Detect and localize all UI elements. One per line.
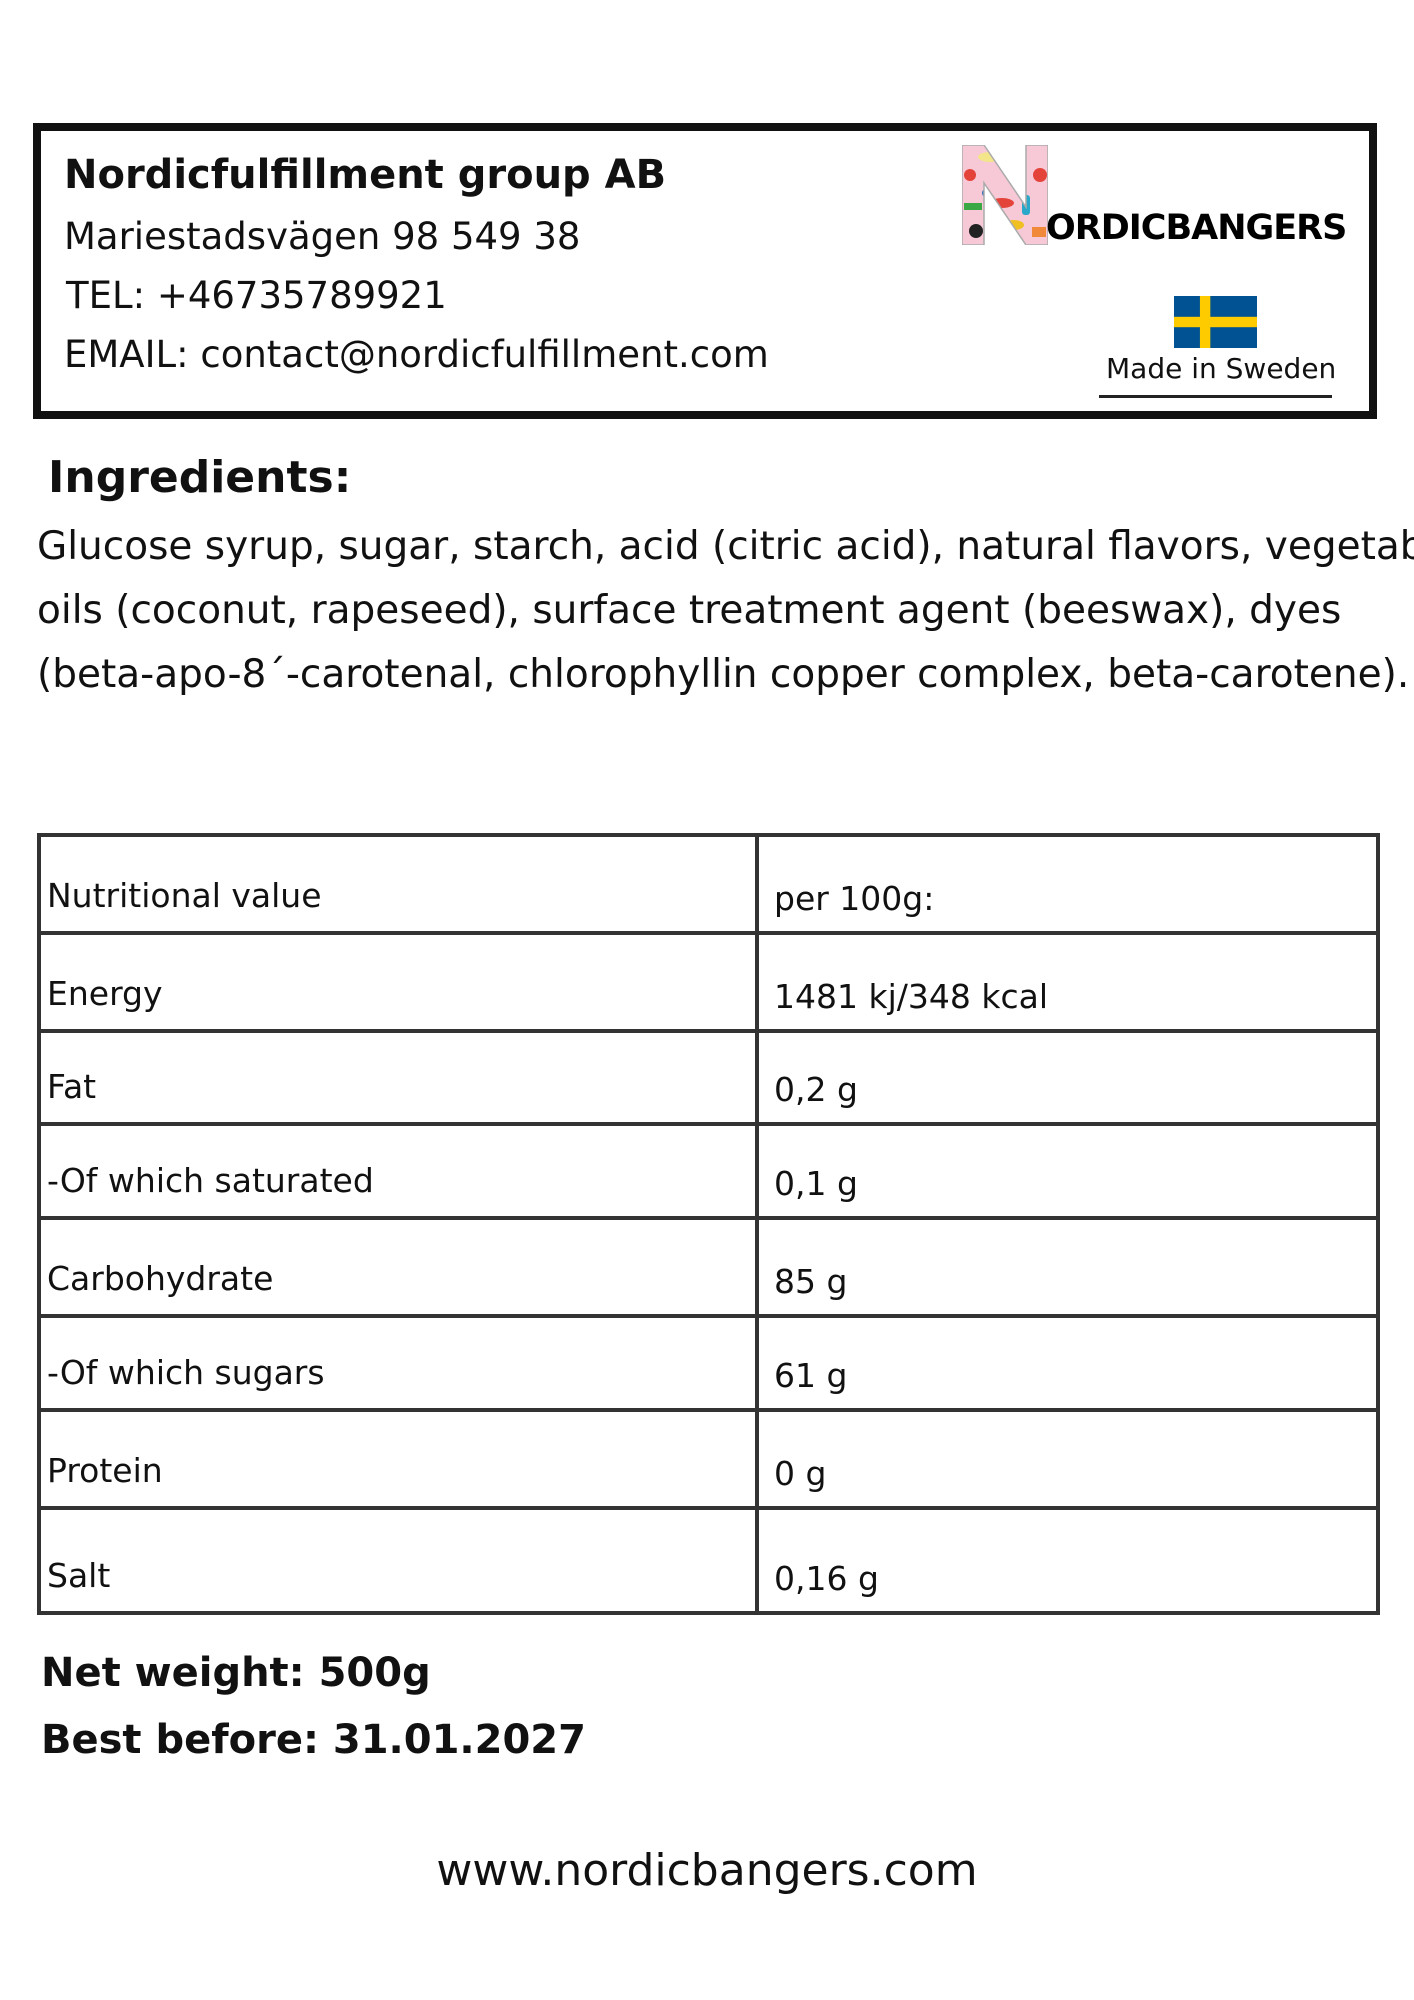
table-column-divider [37,833,41,1615]
nutrient-value: 1481 kj/348 kcal [774,977,1048,1016]
nutrient-value: 0,2 g [774,1070,858,1109]
nutrient-value: 0,16 g [774,1559,879,1598]
ingredients-line: Glucose syrup, sugar, starch, acid (citr… [37,524,1414,569]
ingredients-line: oils (coconut, rapeseed), surface treatm… [37,588,1342,633]
table-row-divider [37,1506,1380,1510]
company-address: Mariestadsvägen 98 549 38 [64,215,581,258]
company-phone: TEL: +46735789921 [66,274,447,317]
table-row-divider [37,1029,1380,1033]
nutrient-value: 0 g [774,1454,827,1493]
best-before: Best before: 31.01.2027 [41,1717,586,1763]
sweden-flag-icon [1174,296,1257,348]
nutrient-value: per 100g: [774,879,935,918]
nutrient-label: Energy [47,974,163,1013]
made-in-sweden-label: Made in Sweden [1106,352,1337,385]
table-row-divider [37,931,1380,935]
table-column-divider [1376,833,1380,1615]
nutrient-label: Carbohydrate [47,1259,274,1298]
net-weight: Net weight: 500g [41,1650,431,1696]
ingredients-text: Glucose syrup, sugar, starch, acid (citr… [37,515,1414,707]
table-row-divider [37,1122,1380,1126]
nutrient-label: -Of which saturated [47,1161,374,1200]
nutrient-value: 61 g [774,1356,848,1395]
nutrient-label: Nutritional value [47,876,322,915]
table-row-divider [37,1408,1380,1412]
ingredients-line: (beta-apo-8´-carotenal, chlorophyllin co… [37,652,1410,697]
nutrient-label: Fat [47,1067,97,1106]
nutrient-value: 0,1 g [774,1164,858,1203]
nutrient-label: Protein [47,1451,163,1490]
table-column-divider [755,833,759,1615]
company-email: EMAIL: contact@nordicfulfillment.com [64,333,769,376]
company-info-box [33,123,1377,419]
table-row-divider [37,833,1380,837]
table-row-divider [37,1216,1380,1220]
website-url: www.nordicbangers.com [436,1845,978,1896]
nutrient-label: Salt [47,1556,111,1595]
nutrient-value: 85 g [774,1262,848,1301]
nordicbangers-logo-n [962,145,1048,245]
company-name: Nordicfulfillment group AB [64,152,667,198]
nordicbangers-logo-text: ORDICBANGERS [1046,208,1347,248]
table-row-divider [37,1314,1380,1318]
table-row-divider [37,1611,1380,1615]
made-in-underline [1099,395,1332,398]
nutrition-table: Nutritional value per 100g: Energy 1481 kj/… [37,833,1380,1615]
nutrient-label: -Of which sugars [47,1353,325,1392]
ingredients-heading: Ingredients: [48,452,352,503]
